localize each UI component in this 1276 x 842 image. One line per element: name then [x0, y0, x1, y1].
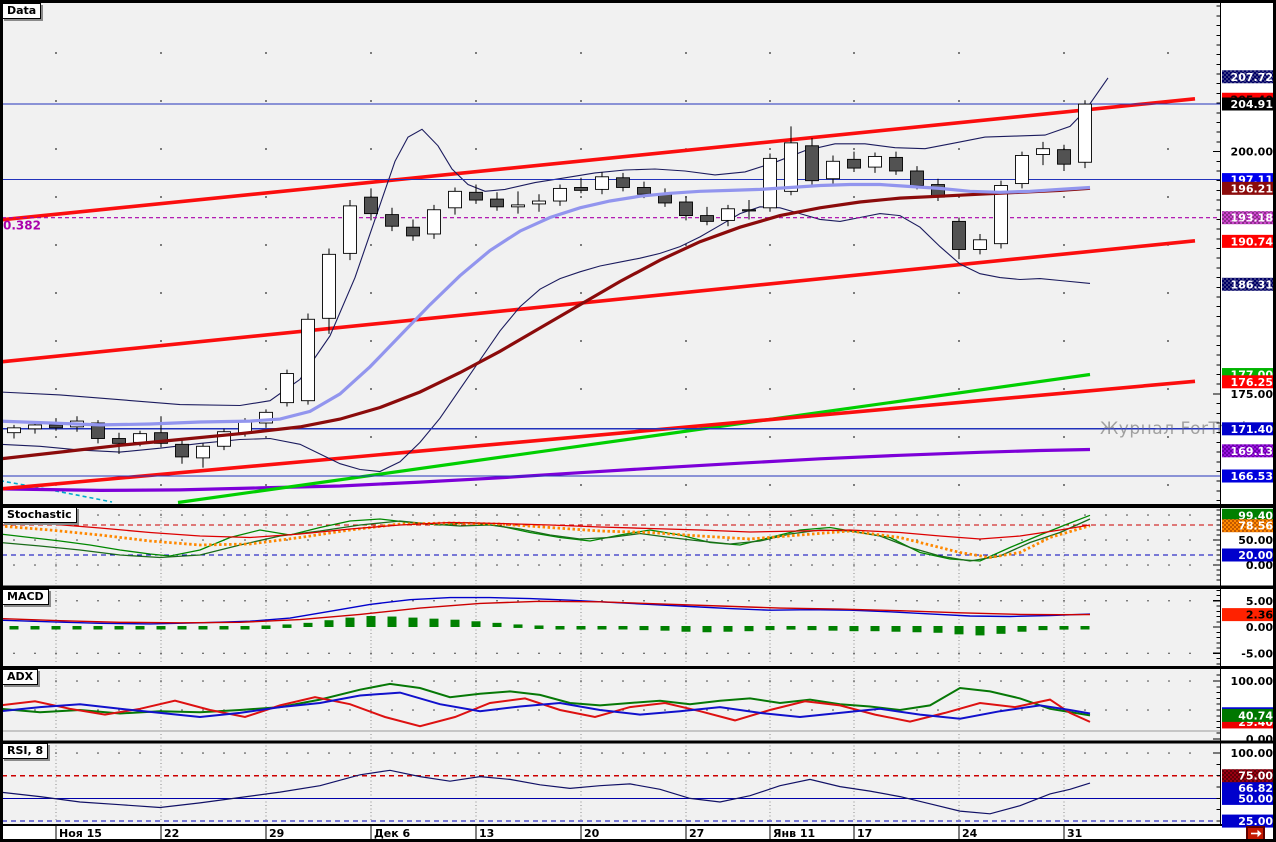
price-label: 176.25 [1231, 376, 1273, 389]
time-axis-label: 24 [962, 827, 978, 840]
price-label: 193.18 [1231, 212, 1273, 225]
price-label: 99.40 [1238, 509, 1273, 522]
price-label: 25.00 [1238, 815, 1273, 828]
panel-button-rsi[interactable]: RSI, 8 [2, 743, 49, 759]
horizontal-levels: 0.382 [2, 103, 1221, 477]
price-label: 66.82 [1238, 782, 1273, 795]
candlestick-series [7, 100, 1092, 468]
price-label: 171.40 [1231, 423, 1274, 436]
axis-value: 175.00 [1231, 388, 1274, 401]
price-label: 207.72 [1231, 71, 1273, 84]
adx-panel [0, 671, 1221, 739]
panel-button-data[interactable]: Data [2, 3, 42, 19]
axis-value: 0.00 [1246, 559, 1273, 572]
price-scale: 200.00175.00207.72205.40204.91197.11196.… [1213, 3, 1275, 828]
price-label: 204.91 [1231, 98, 1273, 111]
stochastic-panel [0, 510, 1221, 584]
price-label: 190.74 [1231, 235, 1274, 248]
scroll-right-icon[interactable] [1246, 826, 1265, 841]
macd-panel [0, 591, 1191, 665]
time-axis-label: 31 [1067, 827, 1082, 840]
time-axis-label: Ноя 15 [59, 827, 102, 840]
time-axis-label: 29 [269, 827, 284, 840]
price-label: 196.21 [1231, 182, 1273, 195]
time-axis-label: 22 [164, 827, 179, 840]
time-axis-label: 27 [689, 827, 704, 840]
time-axis: Ноя 15 22 29 Дек 6 13 20 27 Янв 11 17 24 31 [55, 826, 1082, 841]
panel-button-stochastic[interactable]: Stochastic [2, 507, 77, 523]
axis-value: 0.00 [1246, 621, 1273, 634]
axis-value: 200.00 [1231, 146, 1274, 159]
axis-value: 100.00 [1231, 675, 1274, 688]
price-label: 2.36 [1246, 609, 1273, 622]
panel-button-adx[interactable]: ADX [2, 669, 39, 685]
time-axis-label: Дек 6 [374, 827, 411, 840]
price-label: 40.74 [1238, 709, 1273, 722]
fib-level-label: 0.382 [3, 219, 41, 233]
panel-separators [0, 504, 1276, 826]
price-label: 50.00 [1238, 792, 1273, 805]
rsi-panel [0, 745, 1221, 823]
time-axis-label: 20 [584, 827, 600, 840]
time-axis-label: 13 [479, 827, 494, 840]
axis-value: 50.00 [1238, 534, 1273, 547]
price-label: 169.13 [1231, 445, 1273, 458]
panel-button-macd[interactable]: MACD [2, 589, 49, 605]
axis-value: 5.00 [1246, 595, 1273, 608]
price-label: 20.00 [1238, 549, 1273, 562]
price-label: 78.56 [1238, 520, 1273, 533]
price-label: 186.31 [1231, 278, 1273, 291]
axis-value: -5.00 [1241, 647, 1273, 660]
price-label: 166.53 [1231, 470, 1273, 483]
price-label: 75.00 [1238, 770, 1273, 783]
time-axis-label: Янв 11 [773, 827, 815, 840]
time-axis-label: 17 [857, 827, 872, 840]
axis-value: 0.00 [1246, 733, 1273, 746]
axis-value: 100.00 [1231, 747, 1274, 760]
